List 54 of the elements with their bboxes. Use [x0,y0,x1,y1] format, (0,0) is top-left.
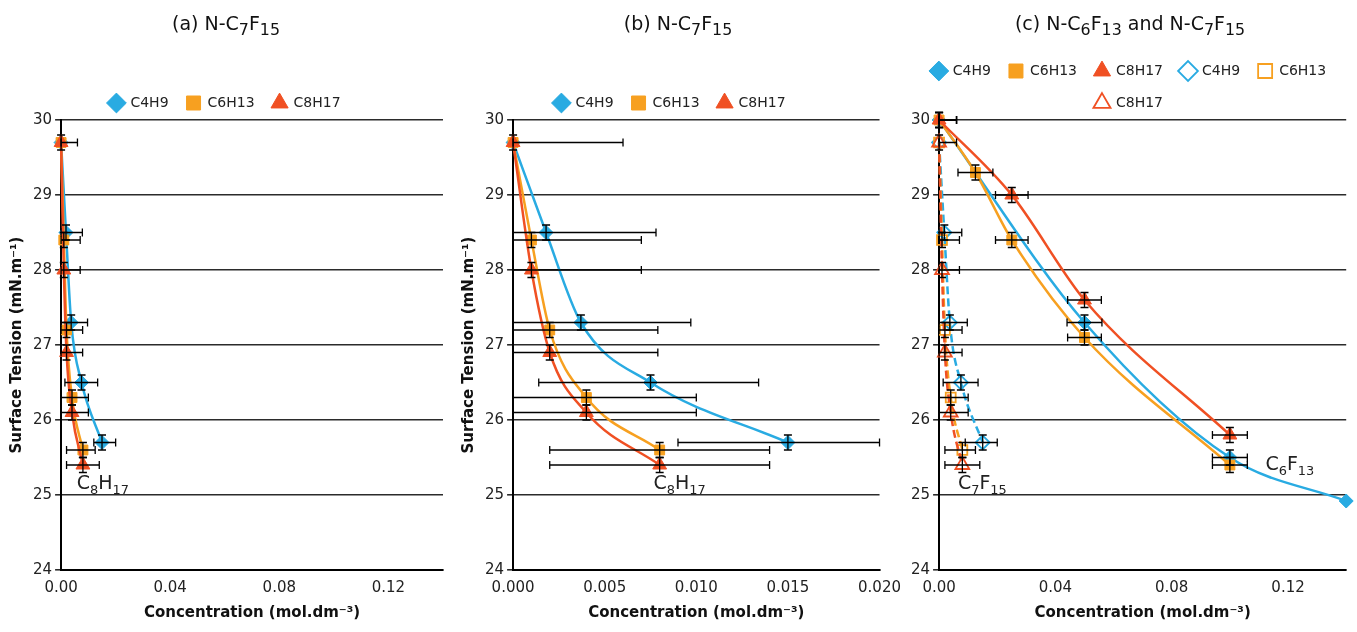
chart-title: (b) N-C$_{7}$F$_{15}$ [622,11,734,41]
x-axis-title: Concentration (mol.dm⁻³) [143,602,361,621]
y-tick-label: 26 [910,409,931,428]
y-tick-label: 27 [32,334,53,353]
y-axis-title: Surface Tension (mN.m⁻¹) [458,236,477,454]
legend-label: C4H9 [575,93,614,110]
y-tick-label: 24 [484,559,505,578]
x-tick-label: 0.015 [766,577,810,596]
y-tick-label: 26 [32,409,53,428]
y-tick-label: 25 [910,484,931,503]
x-tick-label: 0.04 [153,577,187,596]
x-axis-title: Concentration (mol.dm⁻³) [588,602,805,621]
legend-label: C6H13 [652,93,700,110]
legend-label: C8H17 [1115,61,1164,78]
y-tick-label: 28 [32,259,53,278]
x-tick-label: 0.005 [583,577,627,596]
x-tick-label: 0.00 [922,577,956,596]
legend-label: C6H13 [207,93,255,110]
legend-label: C4H9 [952,61,991,78]
legend-label: C4H9 [130,93,169,110]
chart-title: (c) N-C$_{6}$F$_{13}$ and N-C$_{7}$F$_{15}$ [1013,11,1247,41]
legend-label: C8H17 [738,93,786,110]
y-tick-label: 25 [484,484,505,503]
y-tick-label: 28 [910,259,931,278]
y-tick-label: 27 [484,334,505,353]
x-tick-label: 0.010 [674,577,718,596]
x-tick-label: 0.020 [858,577,902,596]
y-axis-title: Surface Tension (mN.m⁻¹) [6,236,25,454]
y-tick-label: 29 [910,184,931,203]
y-tick-label: 27 [910,334,931,353]
y-tick-label: 25 [32,484,53,503]
x-tick-label: 0.04 [1038,577,1073,596]
y-tick-label: 30 [484,109,505,128]
y-tick-label: 24 [910,559,931,578]
legend-label: C8H17 [293,93,341,110]
y-tick-label: 29 [484,184,505,203]
y-tick-label: 26 [484,409,505,428]
y-tick-label: 29 [32,184,53,203]
x-tick-label: 0.000 [491,577,535,596]
legend-label: C6H13 [1279,61,1327,78]
x-tick-label: 0.08 [1155,577,1189,596]
legend-label: C6H13 [1029,61,1077,78]
legend-label: C4H9 [1202,61,1241,78]
y-tick-label: 30 [32,109,53,128]
x-tick-label: 0.12 [371,577,406,596]
x-axis-title: Concentration (mol.dm⁻³) [1034,602,1251,621]
x-tick-label: 0.08 [262,577,297,596]
y-tick-label: 24 [32,559,53,578]
legend-label: C8H17 [1115,93,1164,110]
x-tick-label: 0.00 [44,577,78,596]
chart-title: (a) N-C$_{7}$F$_{15}$ [171,11,281,41]
y-tick-label: 30 [910,109,931,128]
y-tick-label: 28 [484,259,505,278]
x-tick-label: 0.12 [1271,577,1305,596]
